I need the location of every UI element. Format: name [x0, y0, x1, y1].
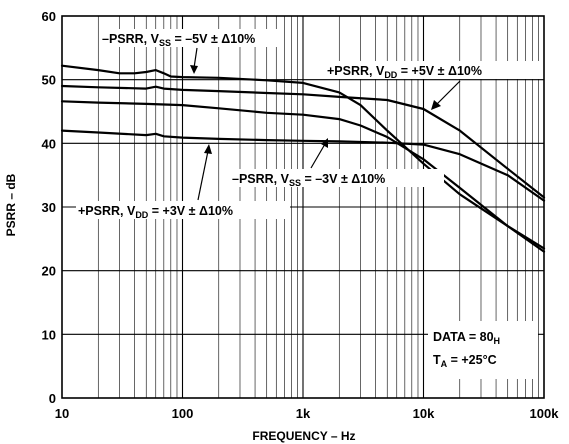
svg-text:–PSRR, VSS = –5V ± Δ10%: –PSRR, VSS = –5V ± Δ10% [102, 32, 255, 48]
svg-text:–PSRR, VSS = –3V ± Δ10%: –PSRR, VSS = –3V ± Δ10% [232, 172, 385, 188]
y-tick-labels: 0 10 20 30 40 50 60 [42, 9, 56, 406]
x-tick-labels: 10 100 1k 10k 100k [55, 406, 559, 421]
y-tick-label: 20 [42, 264, 56, 279]
svg-text:TA = +25°C: TA = +25°C [433, 353, 497, 369]
plot-frame [61, 15, 545, 399]
x-tick-label: 100 [172, 406, 194, 421]
series-curves [60, 64, 546, 253]
series-line-neg5 [60, 64, 546, 250]
y-tick-label: 30 [42, 200, 56, 215]
y-tick-label: 10 [42, 327, 56, 342]
x-tick-label: 10k [413, 406, 435, 421]
annotation-pos5: +PSRR, VDD = +5V ± Δ10% [325, 61, 539, 110]
annotation-pos3: +PSRR, VDD = +3V ± Δ10% [76, 144, 290, 220]
series-line-pos5 [60, 84, 546, 199]
y-tick-label: 40 [42, 136, 56, 151]
annotation-neg3: –PSRR, VSS = –3V ± Δ10% [230, 138, 444, 188]
series-line-pos3 [60, 129, 546, 202]
svg-text:DATA = 80H: DATA = 80H [433, 330, 500, 346]
svg-text:+PSRR, VDD = +5V ± Δ10%: +PSRR, VDD = +5V ± Δ10% [327, 64, 482, 80]
series-line-neg3 [60, 100, 546, 253]
y-tick-label: 50 [42, 73, 56, 88]
annotation-neg5: –PSRR, VSS = –5V ± Δ10% [100, 29, 280, 74]
y-tick-label: 0 [49, 391, 56, 406]
x-tick-label: 100k [530, 406, 560, 421]
x-axis-title: FREQUENCY – Hz [252, 429, 355, 443]
y-axis-title: PSRR – dB [4, 173, 18, 236]
y-tick-label: 60 [42, 9, 56, 24]
svg-text:+PSRR, VDD = +3V ± Δ10%: +PSRR, VDD = +3V ± Δ10% [78, 204, 233, 220]
x-tick-label: 10 [55, 406, 69, 421]
x-tick-label: 1k [296, 406, 311, 421]
conditions-box: DATA = 80H TA = +25°C [428, 321, 538, 379]
